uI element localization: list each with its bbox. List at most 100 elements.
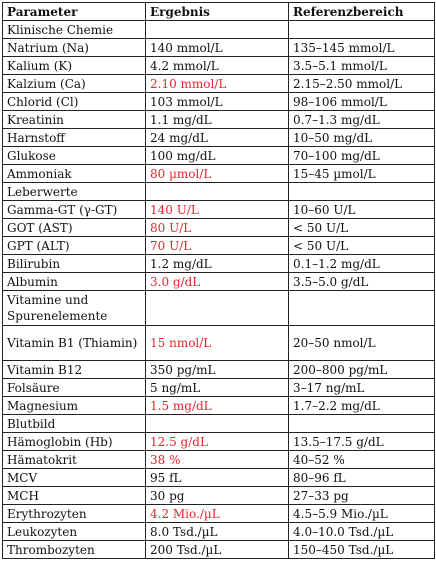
param-cell: Kreatinin [2,110,146,129]
table-header: Parameter Ergebnis Referenzbereich [2,2,435,21]
param-cell: Erythrozyten [2,504,146,523]
table-row: Leukozyten 8.0 Tsd./µL 4.0–10.0 Tsd./µL [2,522,435,541]
table-row: Magnesium 1.5 mg/dL 1.7–2.2 mg/dL [2,396,435,415]
section-empty-reference [288,290,435,326]
table-row: MCH 30 pg 27–33 pg [2,486,435,505]
section-label: Blutbild [2,414,146,433]
table-body: Klinische Chemie Natrium (Na) 140 mmol/L 13… [2,20,435,559]
result-cell: 70 U/L [145,236,289,255]
section-empty-reference [288,182,435,201]
reference-cell: < 50 U/L [288,218,435,237]
table-row: Vitamin B1 (Thiamin) 15 nmol/L 20–50 nmol/… [2,325,435,361]
reference-cell: 0.1–1.2 mg/dL [288,254,435,273]
result-cell: 350 pg/mL [145,360,289,379]
section-label: Leberwerte [2,182,146,201]
reference-cell: 20–50 nmol/L [288,325,435,361]
param-cell: Albumin [2,272,146,291]
result-cell: 3.0 g/dL [145,272,289,291]
section-empty-result [145,20,289,39]
table-row: Natrium (Na) 140 mmol/L 135–145 mmol/L [2,38,435,57]
table-row: Kreatinin 1.1 mg/dL 0.7–1.3 mg/dL [2,110,435,129]
param-cell: Vitamin B1 (Thiamin) [2,325,146,361]
lab-results-table: Parameter Ergebnis Referenzbereich Klini… [2,2,435,559]
section-empty-result [145,182,289,201]
param-cell: Vitamin B12 [2,360,146,379]
reference-cell: 98–106 mmol/L [288,92,435,111]
result-cell: 8.0 Tsd./µL [145,522,289,541]
reference-cell: 200–800 pg/mL [288,360,435,379]
reference-cell: 40–52 % [288,450,435,469]
section-empty-reference [288,20,435,39]
param-cell: Leukozyten [2,522,146,541]
param-cell: Thrombozyten [2,540,146,559]
param-cell: GPT (ALT) [2,236,146,255]
table-row: Hämatokrit 38 % 40–52 % [2,450,435,469]
result-cell: 1.2 mg/dL [145,254,289,273]
table-row: Harnstoff 24 mg/dL 10–50 mg/dL [2,128,435,147]
result-cell: 1.5 mg/dL [145,396,289,415]
table-row: Albumin 3.0 g/dL 3.5–5.0 g/dL [2,272,435,291]
result-cell: 140 U/L [145,200,289,219]
section-row: Leberwerte [2,182,435,201]
table-row: MCV 95 fL 80–96 fL [2,468,435,487]
reference-cell: 0.7–1.3 mg/dL [288,110,435,129]
result-cell: 80 µmol/L [145,164,289,183]
section-label: Vitamine und Spurenelemente [2,290,146,326]
table-row: Gamma-GT (γ-GT) 140 U/L 10–60 U/L [2,200,435,219]
table-row: Kalium (K) 4.2 mmol/L 3.5–5.1 mmol/L [2,56,435,75]
reference-cell: 4.0–10.0 Tsd./µL [288,522,435,541]
section-empty-result [145,290,289,326]
header-parameter: Parameter [2,2,146,21]
table-row: Thrombozyten 200 Tsd./µL 150–450 Tsd./µL [2,540,435,559]
result-cell: 1.1 mg/dL [145,110,289,129]
result-cell: 95 fL [145,468,289,487]
param-cell: Natrium (Na) [2,38,146,57]
reference-cell: 70–100 mg/dL [288,146,435,165]
header-row: Parameter Ergebnis Referenzbereich [2,2,435,21]
section-row: Blutbild [2,414,435,433]
param-cell: GOT (AST) [2,218,146,237]
result-cell: 80 U/L [145,218,289,237]
section-label: Klinische Chemie [2,20,146,39]
header-reference: Referenzbereich [288,2,435,21]
table-row: GOT (AST) 80 U/L < 50 U/L [2,218,435,237]
result-cell: 12.5 g/dL [145,432,289,451]
param-cell: Hämoglobin (Hb) [2,432,146,451]
table-row: Hämoglobin (Hb) 12.5 g/dL 13.5–17.5 g/dL [2,432,435,451]
result-cell: 2.10 mmol/L [145,74,289,93]
param-cell: Harnstoff [2,128,146,147]
reference-cell: 150–450 Tsd./µL [288,540,435,559]
param-cell: Bilirubin [2,254,146,273]
table-row: Kalzium (Ca) 2.10 mmol/L 2.15–2.50 mmol/L [2,74,435,93]
reference-cell: 3.5–5.0 g/dL [288,272,435,291]
param-cell: MCV [2,468,146,487]
table-row: Folsäure 5 ng/mL 3–17 ng/mL [2,378,435,397]
section-empty-reference [288,414,435,433]
reference-cell: 3.5–5.1 mmol/L [288,56,435,75]
param-cell: Magnesium [2,396,146,415]
result-cell: 5 ng/mL [145,378,289,397]
table-row: Bilirubin 1.2 mg/dL 0.1–1.2 mg/dL [2,254,435,273]
result-cell: 200 Tsd./µL [145,540,289,559]
param-cell: Hämatokrit [2,450,146,469]
param-cell: Folsäure [2,378,146,397]
reference-cell: 13.5–17.5 g/dL [288,432,435,451]
reference-cell: 3–17 ng/mL [288,378,435,397]
reference-cell: 135–145 mmol/L [288,38,435,57]
table-row: GPT (ALT) 70 U/L < 50 U/L [2,236,435,255]
param-cell: Chlorid (Cl) [2,92,146,111]
section-row: Klinische Chemie [2,20,435,39]
result-cell: 38 % [145,450,289,469]
param-cell: MCH [2,486,146,505]
table-row: Erythrozyten 4.2 Mio./µL 4.5–5.9 Mio./µL [2,504,435,523]
result-cell: 24 mg/dL [145,128,289,147]
header-result: Ergebnis [145,2,289,21]
result-cell: 4.2 mmol/L [145,56,289,75]
param-cell: Kalium (K) [2,56,146,75]
reference-cell: 1.7–2.2 mg/dL [288,396,435,415]
result-cell: 15 nmol/L [145,325,289,361]
reference-cell: 2.15–2.50 mmol/L [288,74,435,93]
result-cell: 4.2 Mio./µL [145,504,289,523]
table-row: Glukose 100 mg/dL 70–100 mg/dL [2,146,435,165]
param-cell: Glukose [2,146,146,165]
